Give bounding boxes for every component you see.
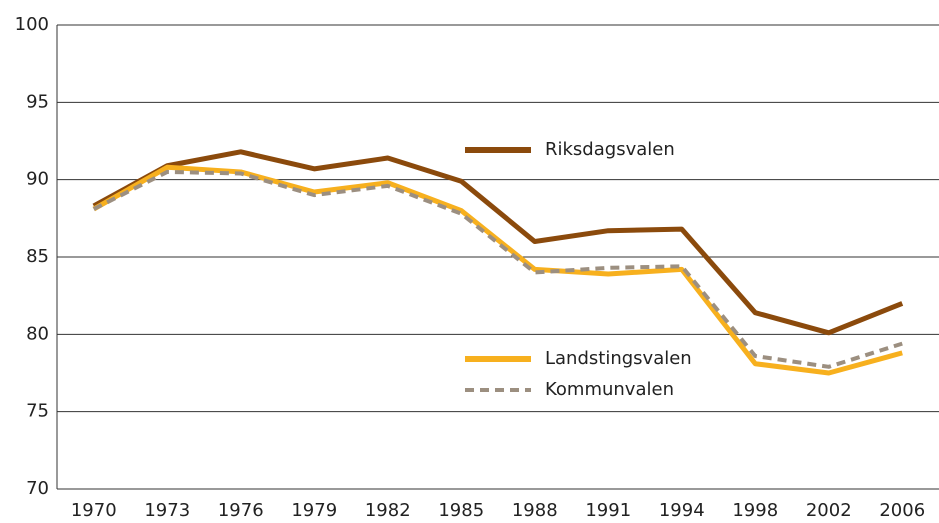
x-tick-label: 2002	[806, 500, 852, 521]
x-tick-label: 1991	[585, 500, 631, 521]
y-tick-label: 75	[26, 401, 49, 422]
y-tick-label: 100	[15, 14, 49, 35]
y-tick-label: 95	[26, 91, 49, 112]
series-line	[92, 169, 903, 369]
legend-label: Landstingsvalen	[545, 348, 692, 369]
legend-label: Riksdagsvalen	[545, 139, 675, 160]
x-tick-label: 1994	[659, 500, 705, 521]
x-tick-label: 1970	[71, 500, 117, 521]
x-tick-label: 1998	[732, 500, 778, 521]
legend-label: Kommunvalen	[545, 379, 674, 400]
x-tick-label: 1979	[291, 500, 337, 521]
x-tick-label: 2006	[879, 500, 925, 521]
series-line	[92, 149, 904, 336]
y-tick-label: 90	[26, 169, 49, 190]
y-tick-label: 70	[26, 478, 49, 499]
y-tick-label: 80	[26, 323, 49, 344]
x-tick-label: 1973	[144, 500, 190, 521]
x-tick-label: 1985	[438, 500, 484, 521]
y-tick-label: 85	[26, 246, 49, 267]
x-tick-label: 1982	[365, 500, 411, 521]
series-line	[92, 164, 903, 376]
x-tick-label: 1976	[218, 500, 264, 521]
x-tick-label: 1988	[512, 500, 558, 521]
